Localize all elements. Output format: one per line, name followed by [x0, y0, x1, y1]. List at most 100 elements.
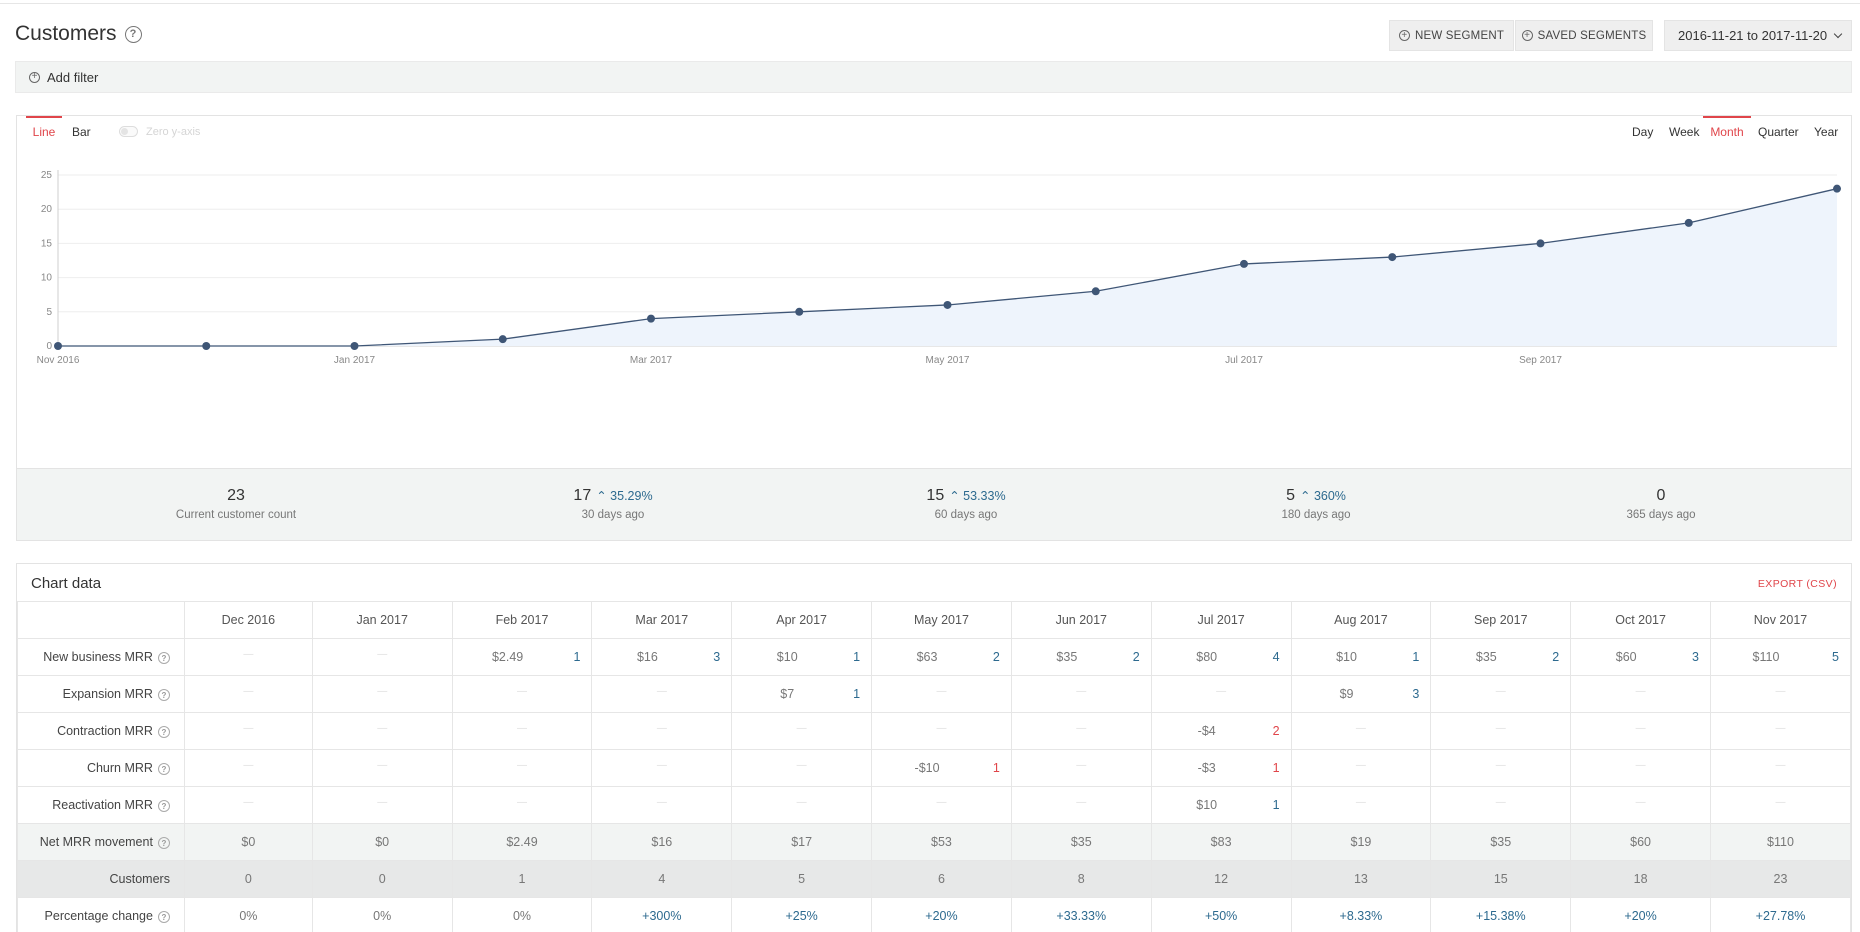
cell-value: 12 [1214, 872, 1229, 886]
table-cell: — [871, 786, 1012, 824]
help-icon[interactable]: ? [157, 726, 170, 739]
table-cell: — [1570, 786, 1711, 824]
mrr-amount: $80 [1196, 650, 1218, 664]
mrr-count-link[interactable]: 5 [1832, 650, 1839, 664]
mrr-count-link[interactable]: 2 [1132, 650, 1140, 664]
table-cell: 12 [1150, 860, 1292, 898]
table-row: Expansion MRR? — — — — $7 1 — — — $9 3 — — — [17, 675, 1851, 713]
table-cell: — [1010, 786, 1152, 824]
help-icon[interactable]: ? [157, 800, 170, 813]
period-week-tab[interactable]: Week [1669, 125, 1700, 139]
saved-segments-button[interactable]: + SAVED SEGMENTS [1515, 20, 1653, 51]
mrr-count-link[interactable]: 3 [713, 650, 721, 664]
help-icon[interactable]: ? [124, 25, 142, 43]
table-cell: — [1290, 786, 1432, 824]
table-cell: — [183, 675, 313, 713]
mrr-count-link[interactable]: 2 [1272, 724, 1280, 738]
table-cell: $10 1 [1150, 786, 1292, 824]
table-cell: — [591, 786, 733, 824]
empty-cell-dash: — [1635, 797, 1646, 808]
table-cell: — [1430, 749, 1572, 787]
zero-y-axis-toggle[interactable] [119, 126, 138, 137]
data-point [943, 300, 952, 309]
period-day-tab[interactable]: Day [1632, 125, 1654, 139]
table-cell: $60 3 [1570, 638, 1711, 676]
help-icon[interactable]: ? [157, 911, 170, 924]
mrr-amount: -$10 [914, 761, 940, 775]
table-cell: $10 1 [1290, 638, 1432, 676]
empty-cell-dash: — [1076, 760, 1087, 771]
mrr-count-link[interactable]: 2 [1552, 650, 1560, 664]
stat-change-value: 360% [1313, 489, 1346, 503]
mrr-count-link[interactable]: 1 [1272, 798, 1280, 812]
chart-type-line-tab[interactable]: Line [26, 116, 62, 142]
table-cell: 23 [1710, 860, 1851, 898]
table-cell: -$10 1 [871, 749, 1012, 787]
mrr-count-link[interactable]: 4 [1272, 650, 1280, 664]
y-tick-label: 20 [41, 204, 53, 215]
help-icon[interactable]: ? [157, 837, 170, 850]
period-quarter-tab[interactable]: Quarter [1758, 125, 1799, 139]
cell-value: $19 [1350, 835, 1372, 849]
table-cell: — [731, 786, 873, 824]
table-cell: 5 [731, 860, 873, 898]
table-cell: — [1570, 675, 1711, 713]
stat-current: 23 Current customer count [176, 487, 296, 521]
mrr-amount: $16 [636, 650, 658, 664]
table-cell: $17 [731, 823, 873, 861]
add-filter-button[interactable]: + Add filter [15, 61, 1852, 93]
export-csv-link[interactable]: EXPORT (CSV) [1757, 578, 1837, 590]
month-header: Nov 2017 [1710, 601, 1851, 639]
period-year-tab[interactable]: Year [1814, 125, 1839, 139]
help-icon[interactable]: ? [157, 763, 170, 776]
table-cell: — [1290, 712, 1432, 750]
table-cell: $60 [1570, 823, 1711, 861]
mrr-count-link[interactable]: 3 [1692, 650, 1699, 664]
period-month-tab[interactable]: Month [1703, 116, 1751, 142]
month-header: Dec 2016 [183, 601, 313, 639]
mrr-count-link[interactable]: 1 [1272, 761, 1280, 775]
data-point [1388, 253, 1397, 262]
table-cell: $35 2 [1430, 638, 1572, 676]
table-cell: — [1710, 749, 1851, 787]
new-segment-button[interactable]: + NEW SEGMENT [1389, 20, 1514, 51]
cell-value: +20% [1624, 909, 1657, 923]
mrr-count-link[interactable]: 2 [992, 650, 1000, 664]
chart-type-bar-tab[interactable]: Bar [72, 125, 91, 139]
mrr-amount: $9 [1339, 687, 1354, 701]
mrr-amount: -$4 [1197, 724, 1216, 738]
cell-value: 0% [239, 909, 258, 923]
mrr-count-link[interactable]: 1 [992, 761, 1000, 775]
table-cell: — [451, 749, 593, 787]
mrr-count-link[interactable]: 1 [853, 650, 861, 664]
help-icon[interactable]: ? [157, 689, 170, 702]
empty-cell-dash: — [1355, 797, 1366, 808]
empty-cell-dash: — [796, 723, 807, 734]
cell-value: 5 [798, 872, 806, 886]
mrr-count-link[interactable]: 1 [573, 650, 581, 664]
mrr-count-link[interactable]: 3 [1412, 687, 1420, 701]
date-range-picker[interactable]: 2016-11-21 to 2017-11-20 [1664, 20, 1852, 51]
help-icon[interactable]: ? [157, 652, 170, 665]
empty-cell-dash: — [517, 760, 527, 771]
chart-data-table: Dec 2016 Jan 2017 Feb 2017 Mar 2017 Apr 2017… [17, 601, 1851, 932]
y-tick-label: 0 [46, 341, 52, 352]
table-cell: 15 [1430, 860, 1572, 898]
table-cell: $35 [1430, 823, 1572, 861]
row-label: Contraction MRR? [17, 712, 185, 750]
stat-180-days: 5 ⌃ 360% 180 days ago [1281, 487, 1350, 521]
mrr-count-link[interactable]: 1 [1412, 650, 1420, 664]
row-label: Net MRR movement? [17, 823, 185, 861]
mrr-count-link[interactable]: 1 [853, 687, 861, 701]
mrr-amount: $110 [1752, 650, 1780, 664]
top-divider [0, 3, 1860, 4]
cell-value: 18 [1633, 872, 1648, 886]
empty-cell-dash: — [1355, 723, 1366, 734]
empty-cell-dash: — [1216, 686, 1227, 697]
table-cell: — [451, 712, 593, 750]
table-cell: — [1710, 712, 1851, 750]
empty-cell-dash: — [1635, 723, 1646, 734]
month-header: Oct 2017 [1570, 601, 1711, 639]
row-label: Percentage change? [17, 897, 185, 932]
add-filter-label: Add filter [47, 69, 99, 85]
